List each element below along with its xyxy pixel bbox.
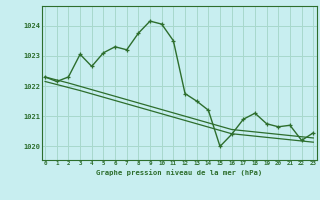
- X-axis label: Graphe pression niveau de la mer (hPa): Graphe pression niveau de la mer (hPa): [96, 169, 262, 176]
